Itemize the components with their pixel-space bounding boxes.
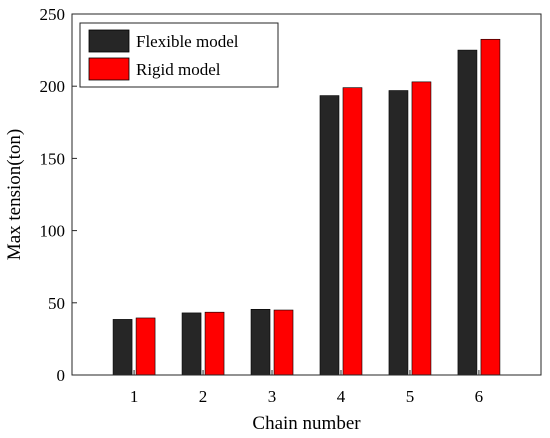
bar-flexible-chain-2	[181, 312, 202, 376]
x-tick-label: 4	[337, 387, 346, 406]
x-tick-label: 5	[406, 387, 415, 406]
legend-label-flexible: Flexible model	[136, 32, 239, 51]
x-tick-label: 6	[475, 387, 484, 406]
y-axis-label: Max tension(ton)	[4, 129, 25, 260]
bar-flexible-chain-4	[319, 95, 340, 376]
legend-label-rigid: Rigid model	[136, 60, 221, 79]
x-tick-label: 1	[130, 387, 139, 406]
bar-rigid-chain-2	[204, 311, 225, 376]
y-tick-label: 100	[40, 222, 66, 241]
y-tick-label: 50	[48, 294, 65, 313]
x-tick-label: 3	[268, 387, 277, 406]
bar-rigid-chain-1	[135, 317, 156, 376]
bar-flexible-chain-5	[388, 90, 409, 376]
y-tick-label: 150	[40, 149, 66, 168]
bar-rigid-chain-4	[342, 87, 363, 376]
x-tick-label: 2	[199, 387, 208, 406]
y-tick-label: 250	[40, 5, 66, 24]
legend-swatch-flexible	[88, 29, 130, 53]
x-axis-label: Chain number	[252, 413, 361, 434]
bar-rigid-chain-3	[273, 309, 294, 376]
y-tick-label: 0	[57, 366, 66, 385]
ticks-group: 1 2 3 4 5 6 0 50 100 150 200 250	[40, 5, 484, 406]
bar-rigid-chain-6	[480, 38, 501, 376]
plot-frame	[71, 13, 542, 376]
bar-flexible-chain-3	[250, 308, 271, 376]
bars-group	[112, 38, 501, 376]
y-tick-label: 200	[40, 77, 66, 96]
legend: Flexible model Rigid model	[79, 22, 279, 88]
bar-flexible-chain-6	[457, 49, 478, 376]
bar-flexible-chain-1	[112, 319, 133, 376]
bar-rigid-chain-5	[411, 81, 432, 376]
legend-swatch-rigid	[88, 57, 130, 81]
